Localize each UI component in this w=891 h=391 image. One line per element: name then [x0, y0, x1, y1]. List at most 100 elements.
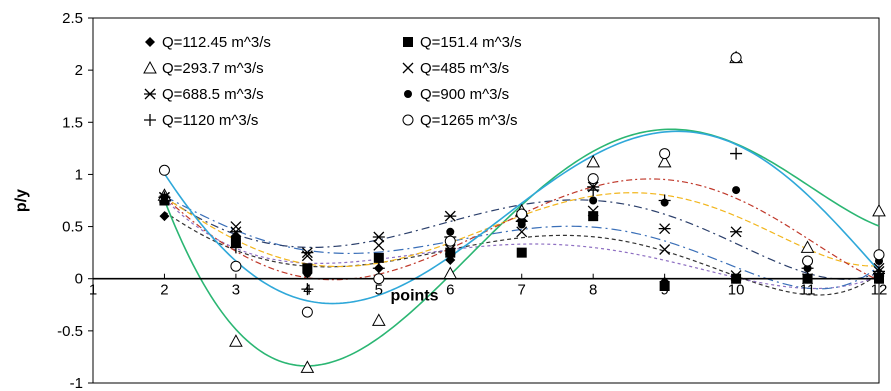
x-tick-label: 2	[160, 282, 168, 299]
data-point	[659, 148, 671, 160]
y-tick-label: -0.5	[57, 323, 83, 340]
data-point	[158, 164, 170, 176]
data-point	[872, 203, 886, 217]
data-point	[730, 270, 742, 282]
data-point	[730, 52, 742, 64]
data-point	[372, 231, 385, 243]
data-point	[659, 244, 671, 255]
legend-label: Q=293.7 m^3/s	[162, 60, 264, 77]
data-point	[730, 226, 743, 238]
x-tick-label: 11	[800, 282, 816, 299]
data-point	[586, 154, 601, 168]
legend-marker	[403, 37, 413, 47]
data-point	[658, 223, 671, 235]
plot-area	[92, 17, 880, 384]
trend-line	[164, 198, 880, 290]
data-point	[659, 281, 670, 292]
legend-label: Q=112.45 m^3/s	[162, 34, 271, 51]
data-point	[158, 191, 171, 204]
data-point	[301, 247, 314, 259]
data-point	[229, 334, 243, 347]
legend-label: Q=485 m^3/s	[420, 60, 509, 77]
data-point	[159, 211, 170, 222]
x-tick-label: 6	[446, 282, 454, 299]
data-point	[301, 283, 314, 296]
x-tick-label: 10	[728, 282, 745, 299]
legend-item: Q=112.45 m^3/s	[145, 34, 271, 51]
data-point	[444, 235, 456, 247]
legend-label: Q=1120 m^3/s	[162, 112, 258, 129]
y-tick-label: 0	[75, 271, 83, 288]
legend-item: Q=900 m^3/s	[404, 86, 509, 103]
data-point	[372, 262, 385, 275]
y-tick-label: 2	[75, 62, 83, 79]
x-tick-label: 5	[375, 282, 383, 299]
x-tick-label: 12	[871, 282, 888, 299]
data-point	[231, 233, 240, 241]
legend-marker	[402, 114, 414, 126]
data-point	[374, 253, 383, 262]
legend-item: Q=485 m^3/s	[402, 60, 509, 77]
data-point	[373, 273, 385, 285]
y-tick-label: 0.5	[62, 219, 83, 236]
data-point	[229, 241, 242, 254]
data-point	[445, 247, 456, 258]
legend-item: Q=293.7 m^3/s	[143, 60, 264, 77]
legend-item: Q=151.4 m^3/s	[403, 34, 522, 51]
y-tick-label: -1	[70, 375, 83, 391]
data-point	[802, 255, 814, 267]
data-point	[730, 147, 743, 160]
x-tick-label: 8	[589, 282, 597, 299]
data-point	[230, 221, 242, 233]
legend-label: Q=688.5 m^3/s	[162, 86, 264, 103]
data-point	[301, 306, 313, 318]
legend-marker	[404, 90, 412, 98]
data-point	[732, 186, 741, 195]
data-point	[800, 240, 815, 253]
legend-label: Q=151.4 m^3/s	[420, 34, 522, 51]
data-point	[516, 247, 527, 258]
data-point	[303, 269, 312, 278]
data-point	[443, 266, 458, 279]
data-point	[587, 184, 600, 197]
legend-marker	[144, 88, 156, 100]
y-tick-label: 1	[75, 166, 83, 183]
y-axis-title: p/y	[13, 189, 30, 212]
data-point	[589, 196, 598, 205]
data-point	[516, 208, 528, 220]
x-tick-label: 1	[89, 282, 97, 299]
legend-label: Q=900 m^3/s	[420, 86, 509, 103]
data-point	[731, 273, 742, 284]
x-tick-label: 3	[232, 282, 240, 299]
y-tick-label: 2.5	[62, 10, 83, 27]
data-point	[658, 194, 671, 207]
trend-lines	[163, 128, 880, 367]
legend: Q=112.45 m^3/s Q=151.4 m^3/s Q=293.7 m^3/s…	[143, 34, 522, 129]
data-point	[230, 260, 242, 272]
legend-marker	[143, 60, 157, 74]
data-point	[302, 263, 313, 274]
data-point	[801, 273, 814, 285]
data-point	[588, 211, 599, 222]
trend-line	[163, 130, 880, 305]
data-point	[444, 210, 457, 222]
data-point	[371, 313, 386, 326]
legend-label: Q=1265 m^3/s	[420, 112, 518, 129]
data-point	[587, 205, 599, 217]
legend-item: Q=1120 m^3/s	[144, 112, 258, 129]
data-point	[873, 267, 885, 280]
y-axis: -1 -0.5 0 0.5 1 1.5 2 2.5	[57, 10, 93, 391]
trend-line	[164, 211, 880, 296]
data-point	[300, 360, 315, 373]
legend-item: Q=1265 m^3/s	[402, 112, 518, 129]
legend-marker	[144, 114, 156, 126]
data-point	[516, 226, 528, 238]
data-point	[587, 173, 599, 185]
data-point	[873, 249, 885, 261]
x-tick-label: 7	[518, 282, 526, 299]
data-point	[444, 244, 456, 255]
data-point	[657, 154, 672, 168]
plot-frame	[92, 17, 880, 384]
